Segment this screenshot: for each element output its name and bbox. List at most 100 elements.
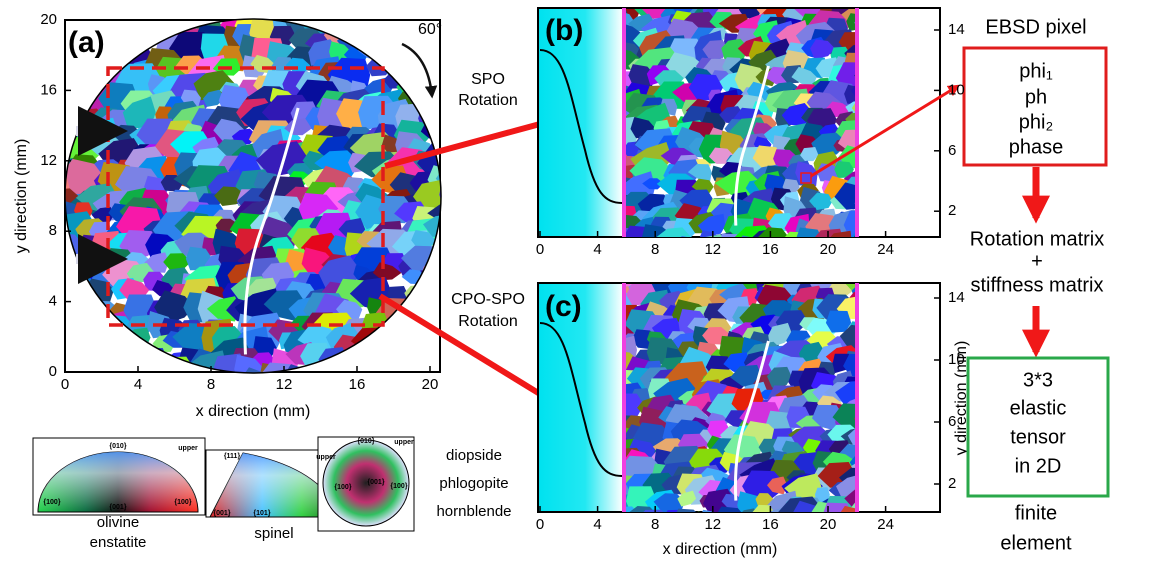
pixel-arrow bbox=[810, 84, 961, 178]
grain bbox=[65, 327, 67, 354]
output-text: tensor bbox=[1010, 426, 1066, 448]
mineral-name: hornblende bbox=[436, 503, 511, 520]
y-tick-label: 16 bbox=[40, 81, 57, 98]
pole-label: {101} bbox=[253, 510, 270, 517]
grain bbox=[653, 493, 685, 512]
pole-label: {100} bbox=[390, 483, 407, 490]
panel-label: (c) bbox=[545, 290, 582, 323]
grain bbox=[735, 255, 772, 284]
grain bbox=[840, 505, 857, 512]
grain bbox=[254, 0, 288, 19]
output-text: in 2D bbox=[1015, 455, 1062, 477]
grain bbox=[839, 324, 857, 351]
x-tick-label: 12 bbox=[704, 241, 721, 258]
x-tick-label: 0 bbox=[536, 241, 544, 258]
grain bbox=[642, 178, 664, 190]
grain bbox=[825, 310, 852, 333]
grain bbox=[448, 47, 481, 68]
grain bbox=[815, 259, 845, 278]
grain bbox=[447, 8, 498, 38]
grain bbox=[742, 508, 757, 512]
grain bbox=[839, 444, 857, 464]
y-tick-label: 20 bbox=[40, 11, 57, 28]
grain bbox=[215, 218, 240, 235]
x-tick-label: 0 bbox=[536, 516, 544, 533]
input-field: phase bbox=[1009, 136, 1064, 158]
rotation-arrow bbox=[401, 42, 438, 99]
y-tick-label: 0 bbox=[49, 363, 57, 380]
x-tick-label: 24 bbox=[877, 241, 894, 258]
grain bbox=[671, 263, 704, 283]
x-tick-label: 8 bbox=[651, 516, 659, 533]
ticks: 0 4 8 12 16 20 0 4 8 12 16 20 0 4 8 12 16 20 24 2 6 10 14 0 4 8 12… bbox=[40, 11, 964, 533]
grain bbox=[702, 40, 728, 60]
crack bbox=[733, 65, 770, 226]
output-box bbox=[966, 356, 1110, 498]
grain bbox=[863, 0, 882, 2]
grain bbox=[800, 147, 819, 162]
grain bbox=[203, 89, 225, 107]
grain bbox=[30, 42, 64, 69]
x-tick-label: 16 bbox=[349, 376, 366, 393]
pole-label: {100} bbox=[174, 499, 191, 506]
pole-label: upper bbox=[394, 439, 414, 446]
pole-label: {010} bbox=[357, 438, 374, 445]
crop-box bbox=[106, 66, 385, 327]
grain bbox=[616, 523, 638, 543]
y-tick-label: 10 bbox=[948, 81, 965, 98]
grain bbox=[624, 49, 643, 70]
grain bbox=[758, 438, 780, 456]
pole-label: upper bbox=[178, 445, 198, 452]
y-tick-label: 2 bbox=[948, 475, 956, 492]
grain bbox=[720, 247, 747, 266]
annotation: Rotation bbox=[458, 313, 518, 330]
grain bbox=[662, 0, 685, 4]
grain bbox=[599, 519, 635, 547]
grain bbox=[768, 322, 793, 348]
result-text: element bbox=[1000, 532, 1072, 554]
pole-label: {001} bbox=[109, 504, 126, 511]
ebsd-map-c bbox=[597, 255, 857, 547]
flow-text: phi₁ ph phi₂ phase Rotation matrix+stiffness… bbox=[970, 60, 1105, 554]
grain bbox=[413, 179, 441, 210]
grain bbox=[253, 336, 277, 358]
x-axis-label: x direction (mm) bbox=[663, 541, 778, 558]
grain bbox=[602, 510, 628, 535]
grain bbox=[754, 267, 776, 284]
y-tick-label: 14 bbox=[948, 21, 965, 38]
grain bbox=[597, 260, 630, 278]
pole-label: {010} bbox=[109, 443, 126, 450]
annotation: SPO bbox=[471, 71, 505, 88]
grain bbox=[752, 145, 782, 171]
grain bbox=[815, 487, 830, 503]
grain bbox=[340, 0, 381, 16]
x-tick-label: 16 bbox=[762, 241, 779, 258]
x-tick-label: 20 bbox=[422, 376, 439, 393]
grain bbox=[439, 181, 441, 207]
grain bbox=[376, 0, 399, 15]
grain bbox=[400, 384, 423, 403]
grain bbox=[697, 511, 700, 512]
y-axis-label: y direction (mm) bbox=[13, 139, 30, 254]
grain bbox=[843, 210, 857, 237]
grain bbox=[624, 236, 625, 237]
grain bbox=[451, 199, 483, 226]
step-text: Rotation matrix bbox=[970, 228, 1105, 250]
y-tick-label: 12 bbox=[40, 152, 57, 169]
grain bbox=[65, 291, 69, 326]
grain bbox=[720, 233, 741, 237]
x-tick-label: 4 bbox=[134, 376, 142, 393]
grain bbox=[73, 373, 108, 403]
grain bbox=[658, 523, 687, 541]
x-tick-label: 8 bbox=[207, 376, 215, 393]
grain bbox=[180, 386, 203, 404]
x-tick-label: 0 bbox=[61, 376, 69, 393]
grain bbox=[677, 242, 701, 261]
ipf-shade bbox=[38, 452, 198, 512]
input-field: ph bbox=[1025, 86, 1047, 108]
y-tick-label: 14 bbox=[948, 289, 965, 306]
x-tick-label: 12 bbox=[704, 516, 721, 533]
grain bbox=[32, 313, 64, 341]
x-tick-label: 20 bbox=[820, 516, 837, 533]
